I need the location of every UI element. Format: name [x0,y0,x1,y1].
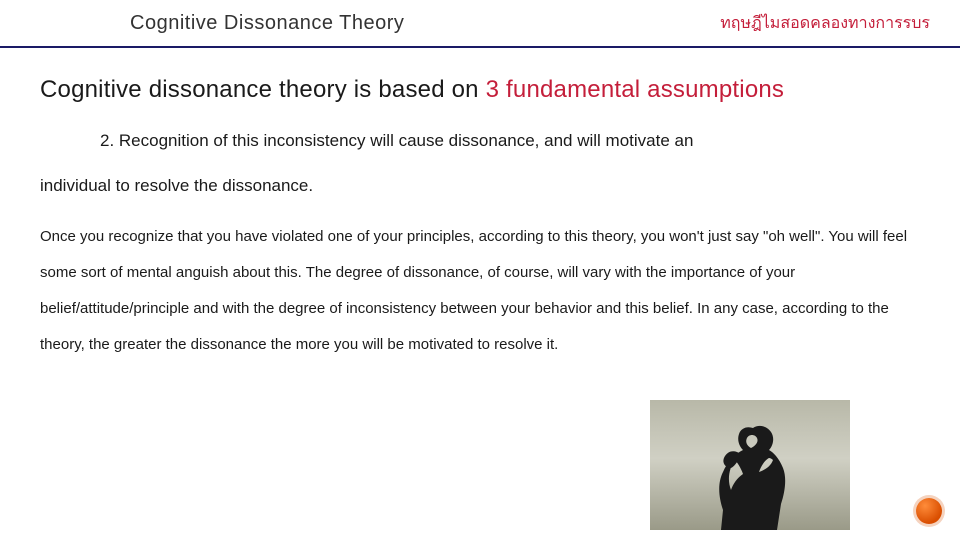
content-area: Cognitive dissonance theory is based on … [0,48,960,363]
slide-title-en: Cognitive Dissonance Theory [0,12,404,35]
header-bar: Cognitive Dissonance Theory ทฤษฎีไมสอดคล… [0,0,960,48]
assumption-line-1: 2. Recognition of this inconsistency wil… [100,122,920,159]
body-paragraph: Once you recognize that you have violate… [40,219,920,363]
assumption-line-2: individual to resolve the dissonance. [40,167,920,204]
section-title-pre: Cognitive dissonance theory is based on [40,76,486,103]
illustration-image [650,400,850,530]
page-indicator-icon [916,498,942,524]
slide-title-th: ทฤษฎีไมสอดคลองทางการรบร [720,11,930,36]
distressed-figure-icon [685,410,815,530]
section-title-highlight: 3 fundamental assumptions [486,76,785,103]
section-title: Cognitive dissonance theory is based on … [40,76,920,104]
